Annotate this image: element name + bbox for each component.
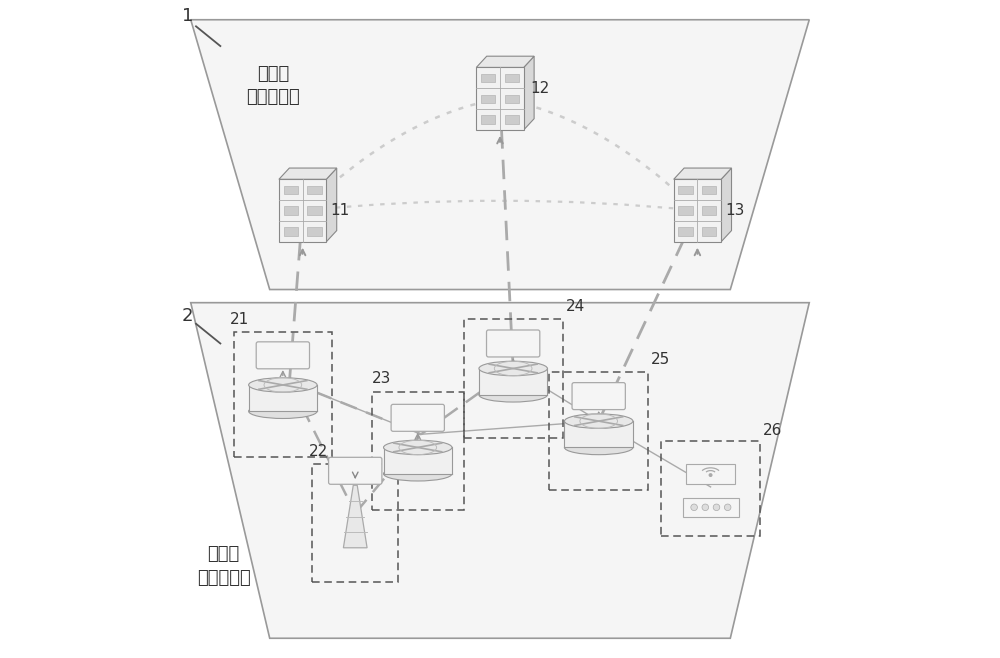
- Bar: [307, 186, 322, 194]
- Text: 13: 13: [725, 203, 744, 218]
- Polygon shape: [326, 168, 337, 241]
- Circle shape: [702, 504, 709, 511]
- Text: 12: 12: [530, 82, 550, 96]
- FancyBboxPatch shape: [256, 342, 310, 368]
- Circle shape: [691, 504, 697, 511]
- Text: 细粒度
局部调度层: 细粒度 局部调度层: [197, 545, 251, 587]
- Polygon shape: [524, 56, 534, 130]
- Ellipse shape: [384, 440, 452, 455]
- Bar: [678, 207, 693, 215]
- Text: 25: 25: [651, 351, 671, 367]
- Ellipse shape: [249, 378, 317, 392]
- Ellipse shape: [479, 388, 547, 402]
- Text: 11: 11: [330, 203, 349, 218]
- Bar: [481, 95, 495, 103]
- FancyBboxPatch shape: [391, 404, 444, 432]
- Text: 1: 1: [182, 7, 193, 26]
- Polygon shape: [343, 486, 367, 547]
- FancyBboxPatch shape: [329, 457, 382, 484]
- Bar: [476, 68, 524, 130]
- Circle shape: [713, 504, 720, 511]
- Text: 26: 26: [763, 422, 783, 438]
- Circle shape: [709, 473, 713, 477]
- Bar: [479, 368, 547, 395]
- Bar: [505, 74, 519, 82]
- Circle shape: [724, 504, 731, 511]
- Bar: [234, 332, 332, 457]
- FancyBboxPatch shape: [487, 330, 540, 357]
- Bar: [674, 179, 721, 241]
- Text: 23: 23: [372, 371, 391, 386]
- Bar: [307, 227, 322, 236]
- Bar: [702, 186, 716, 194]
- Bar: [702, 227, 716, 236]
- Bar: [312, 464, 398, 582]
- Text: 24: 24: [566, 299, 585, 314]
- Ellipse shape: [384, 467, 452, 481]
- Ellipse shape: [564, 440, 633, 455]
- Bar: [481, 74, 495, 82]
- Bar: [549, 372, 648, 490]
- Polygon shape: [279, 168, 337, 179]
- Bar: [284, 186, 298, 194]
- Text: 2: 2: [182, 307, 193, 325]
- Bar: [702, 207, 716, 215]
- Bar: [284, 227, 298, 236]
- Bar: [481, 115, 495, 124]
- Bar: [372, 392, 464, 510]
- Bar: [678, 186, 693, 194]
- Polygon shape: [674, 168, 732, 179]
- Bar: [564, 421, 633, 447]
- Polygon shape: [476, 56, 534, 68]
- Text: 粗粒度
全局调度层: 粗粒度 全局调度层: [246, 64, 300, 107]
- Bar: [284, 207, 298, 215]
- Bar: [686, 464, 735, 484]
- Text: 22: 22: [309, 443, 328, 459]
- Bar: [678, 227, 693, 236]
- Bar: [505, 95, 519, 103]
- Bar: [464, 319, 563, 438]
- Ellipse shape: [479, 361, 547, 376]
- Text: 21: 21: [230, 312, 249, 327]
- Bar: [384, 447, 452, 474]
- Bar: [307, 207, 322, 215]
- FancyBboxPatch shape: [572, 383, 625, 409]
- Ellipse shape: [249, 404, 317, 418]
- Polygon shape: [191, 303, 809, 638]
- Bar: [505, 115, 519, 124]
- Ellipse shape: [564, 414, 633, 428]
- Bar: [683, 498, 739, 517]
- Polygon shape: [191, 20, 809, 290]
- Bar: [661, 441, 760, 536]
- Bar: [279, 179, 326, 241]
- Polygon shape: [721, 168, 732, 241]
- Bar: [249, 385, 317, 411]
